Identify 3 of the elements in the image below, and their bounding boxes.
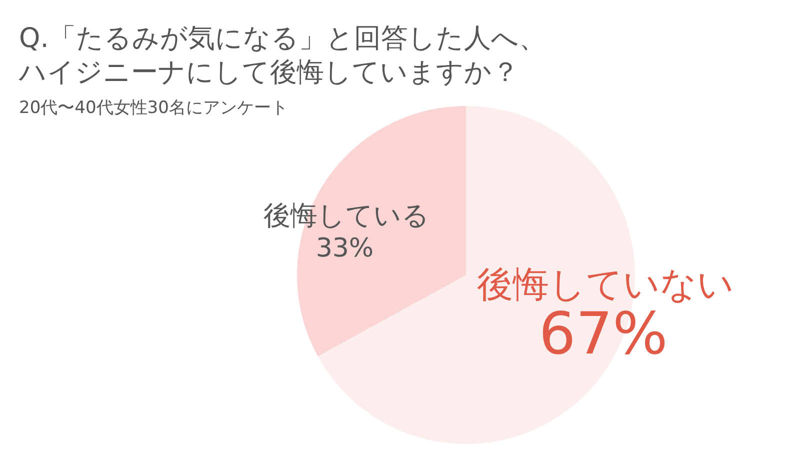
title: Q.「たるみが気になる」と回答した人へ、 [19,23,546,54]
subtitle: 20代〜40代女性30名にアンケート [19,98,288,118]
title: ハイジニーナにして後悔していますか？ [19,57,519,88]
